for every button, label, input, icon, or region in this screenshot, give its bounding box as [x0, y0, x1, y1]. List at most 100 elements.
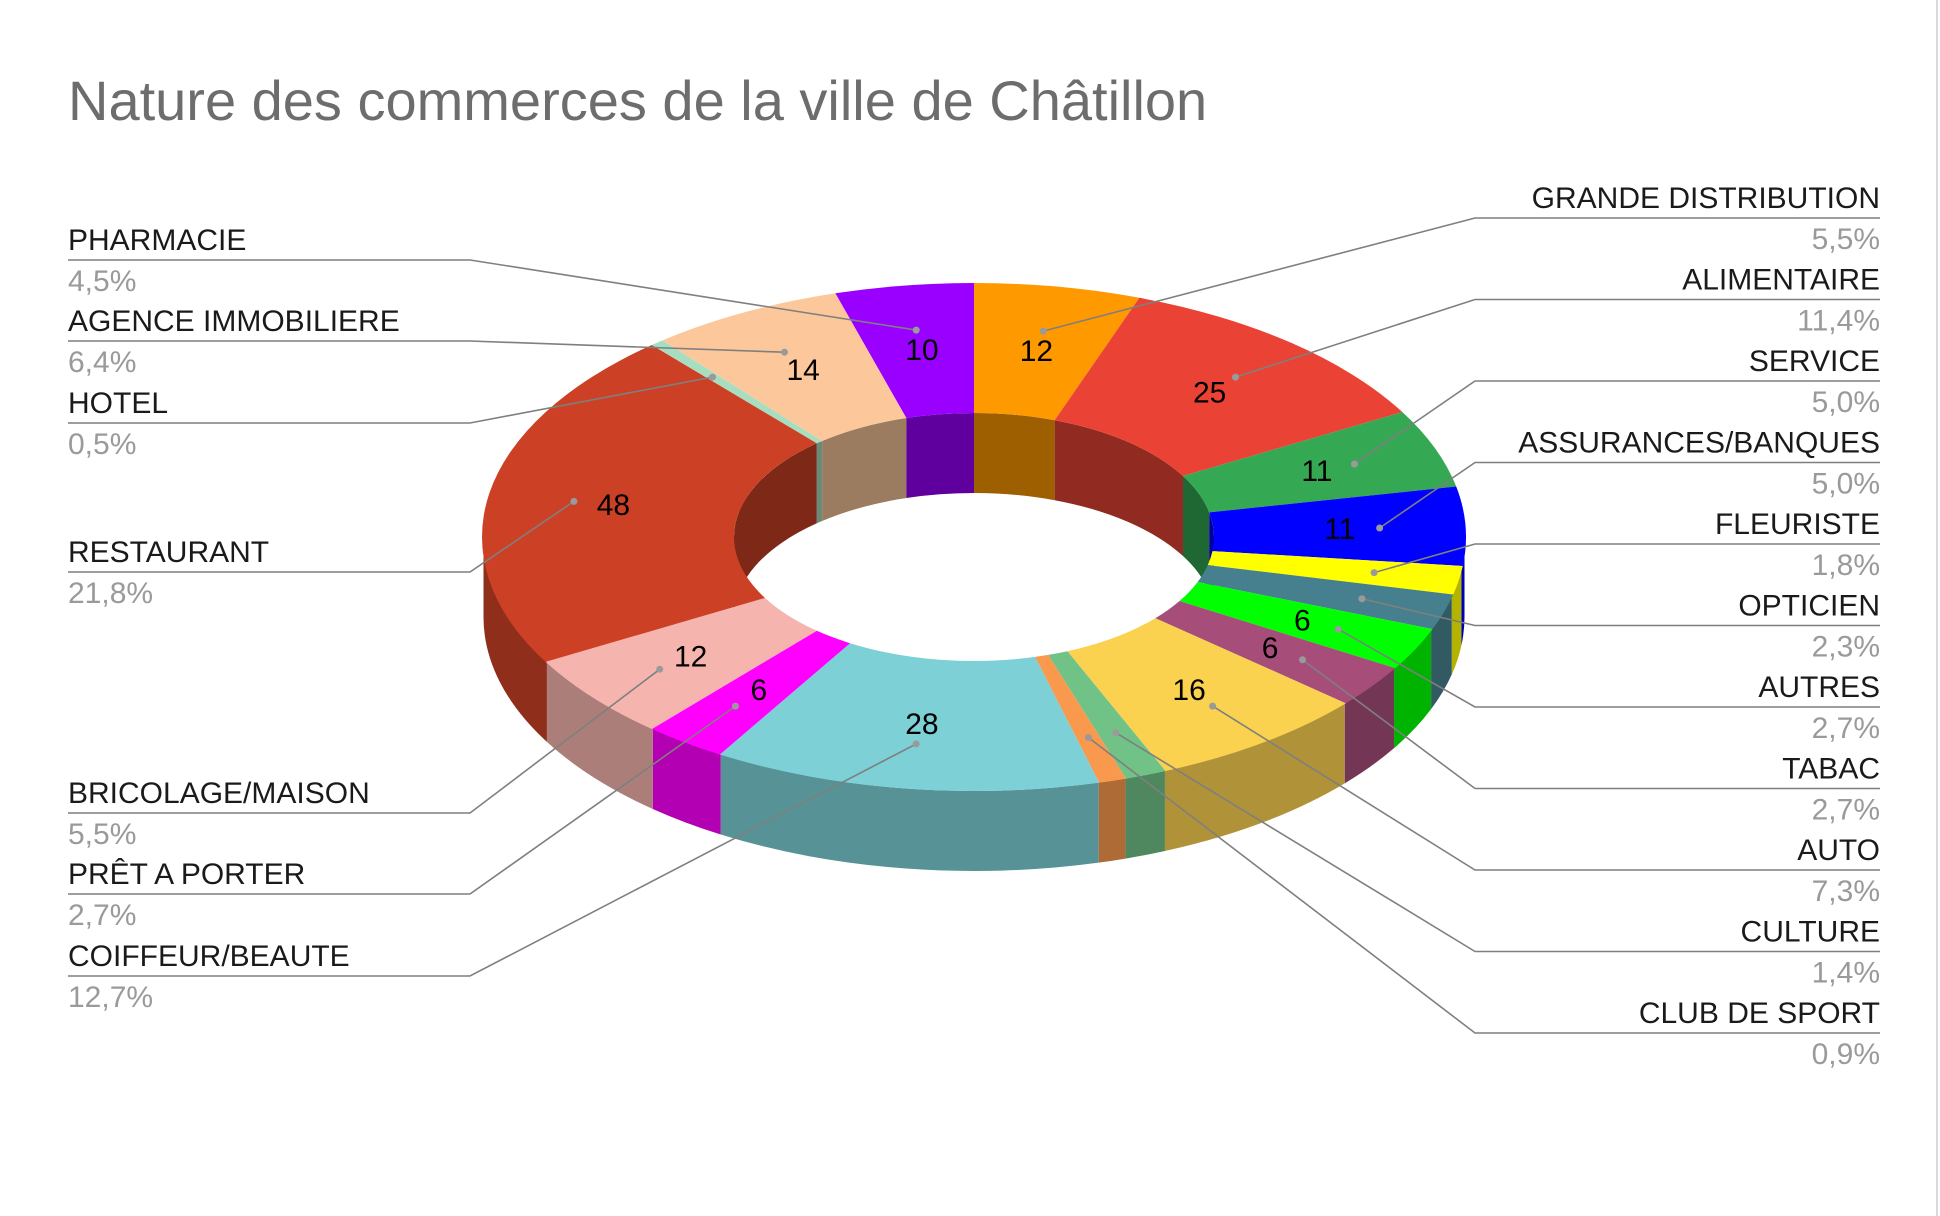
- slice-side-restaurant: [483, 537, 547, 742]
- slice-hotel: [651, 340, 823, 444]
- percent-label-fleuriste: 1,8%: [1812, 549, 1880, 582]
- slice-inner-wall-hotel: [816, 441, 823, 524]
- category-label-bricolage-maison: BRICOLAGE/MAISON: [68, 777, 370, 810]
- percent-label-culture: 1,4%: [1812, 957, 1880, 990]
- slice-inner-wall-alimentaire: [1054, 420, 1183, 557]
- percent-label-autres: 2,7%: [1812, 712, 1880, 745]
- category-label-alimentaire: ALIMENTAIRE: [1682, 264, 1880, 297]
- slice-agence-immobiliere: [662, 293, 907, 442]
- slice-service: [1182, 412, 1457, 513]
- percent-label-grande-distribution: 5,5%: [1812, 223, 1880, 256]
- leader-line-pharmacie: [68, 259, 917, 331]
- leader-line-agence-immobiliere: [68, 340, 785, 353]
- category-label-culture: CULTURE: [1741, 916, 1880, 949]
- category-label-opticien: OPTICIEN: [1738, 590, 1880, 623]
- leader-line-club-de-sport: [1087, 736, 1880, 1034]
- leader-dot-autres: [1334, 625, 1342, 633]
- slice-inner-wall-service: [1182, 476, 1210, 593]
- leader-dot-assurances-banques: [1376, 524, 1384, 532]
- leader-dot-fleuriste: [1370, 569, 1378, 577]
- percent-label-coiffeur-beaute: 12,7%: [68, 981, 153, 1014]
- value-label-pharmacie: 10: [905, 334, 938, 367]
- category-label-assurances-banques: ASSURANCES/BANQUES: [1518, 427, 1880, 460]
- doughnut-sides: [483, 413, 1465, 872]
- leader-dot-grande-distribution: [1039, 327, 1047, 335]
- leader-line-pret-a-porter: [68, 705, 736, 895]
- slice-fleuriste: [1207, 551, 1463, 595]
- slice-alimentaire: [1054, 297, 1403, 477]
- category-label-autres: AUTRES: [1758, 671, 1880, 704]
- percent-label-pret-a-porter: 2,7%: [68, 899, 136, 932]
- value-label-restaurant: 48: [597, 489, 630, 522]
- slice-auto: [1067, 618, 1346, 771]
- value-label-pret-a-porter: 6: [751, 674, 768, 707]
- slice-side-pret-a-porter: [652, 728, 721, 835]
- value-label-tabac: 6: [1262, 632, 1279, 665]
- leader-dot-bricolage-maison: [656, 665, 664, 673]
- percent-label-club-de-sport: 0,9%: [1812, 1038, 1880, 1071]
- leader-line-restaurant: [68, 500, 575, 573]
- value-label-auto: 16: [1172, 674, 1205, 707]
- category-label-fleuriste: FLEURISTE: [1715, 508, 1880, 541]
- slice-side-fleuriste: [1451, 565, 1462, 675]
- slice-assurances-banques: [1209, 486, 1466, 566]
- category-label-service: SERVICE: [1749, 345, 1880, 378]
- leader-line-fleuriste: [1373, 543, 1880, 574]
- slice-side-bricolage-maison: [546, 661, 653, 809]
- leader-line-grande-distribution: [1042, 217, 1880, 332]
- slice-bricolage-maison: [545, 597, 817, 729]
- slice-pret-a-porter: [651, 630, 851, 755]
- percent-label-assurances-banques: 5,0%: [1812, 468, 1880, 501]
- slice-pharmacie: [835, 283, 974, 419]
- slice-inner-wall-restaurant: [734, 443, 817, 617]
- leader-dot-tabac: [1299, 656, 1306, 664]
- leader-line-hotel: [68, 376, 713, 424]
- leader-dot-pharmacie: [912, 326, 920, 334]
- leader-dot-hotel: [709, 373, 716, 381]
- value-label-bricolage-maison: 12: [674, 641, 707, 674]
- leader-dot-alimentaire: [1232, 373, 1239, 381]
- slice-club-de-sport: [1035, 654, 1127, 783]
- value-label-grande-distribution: 12: [1020, 335, 1053, 368]
- value-label-alimentaire: 25: [1193, 376, 1226, 409]
- percent-label-bricolage-maison: 5,5%: [68, 818, 136, 851]
- leader-line-coiffeur-beaute: [68, 743, 917, 977]
- leader-dot-agence-immobiliere: [781, 348, 788, 356]
- category-label-pharmacie: PHARMACIE: [68, 224, 246, 257]
- slice-tabac: [1155, 601, 1396, 704]
- leader-line-service: [1353, 380, 1880, 465]
- doughnut-tops: [481, 283, 1466, 792]
- leader-dot-pret-a-porter: [731, 702, 739, 710]
- slice-inner-wall-grande-distribution: [974, 413, 1055, 501]
- leader-dot-restaurant: [570, 497, 578, 505]
- percent-label-pharmacie: 4,5%: [68, 265, 136, 298]
- percent-label-agence-immobiliere: 6,4%: [68, 346, 136, 379]
- slice-coiffeur-beaute: [719, 643, 1100, 792]
- leader-line-tabac: [1302, 659, 1880, 790]
- percent-label-hotel: 0,5%: [68, 428, 136, 461]
- leader-line-autres: [1337, 628, 1880, 708]
- category-label-auto: AUTO: [1797, 834, 1880, 867]
- value-label-assurances-banques: 11: [1324, 513, 1355, 546]
- leader-dot-coiffeur-beaute: [912, 740, 920, 748]
- percent-label-opticien: 2,3%: [1812, 631, 1880, 664]
- slice-inner-wall-pharmacie: [906, 413, 974, 499]
- leader-lines: [68, 217, 1880, 1034]
- category-label-agence-immobiliere: AGENCE IMMOBILIERE: [68, 305, 400, 338]
- leader-dot-auto: [1209, 702, 1217, 710]
- percent-label-auto: 7,3%: [1812, 875, 1880, 908]
- leader-line-assurances-banques: [1379, 461, 1880, 529]
- category-label-restaurant: RESTAURANT: [68, 536, 269, 569]
- leader-line-bricolage-maison: [68, 668, 661, 814]
- leader-line-opticien: [1361, 597, 1880, 627]
- category-label-pret-a-porter: PRÊT A PORTER: [68, 858, 305, 891]
- slice-side-auto: [1164, 703, 1345, 851]
- percent-label-alimentaire: 11,4%: [1797, 305, 1880, 338]
- slice-side-coiffeur-beaute: [720, 754, 1099, 872]
- slice-side-autres: [1394, 629, 1432, 749]
- slice-side-tabac: [1344, 668, 1395, 784]
- slice-inner-wall-agence-immobiliere: [822, 418, 907, 522]
- leader-dot-opticien: [1358, 595, 1366, 603]
